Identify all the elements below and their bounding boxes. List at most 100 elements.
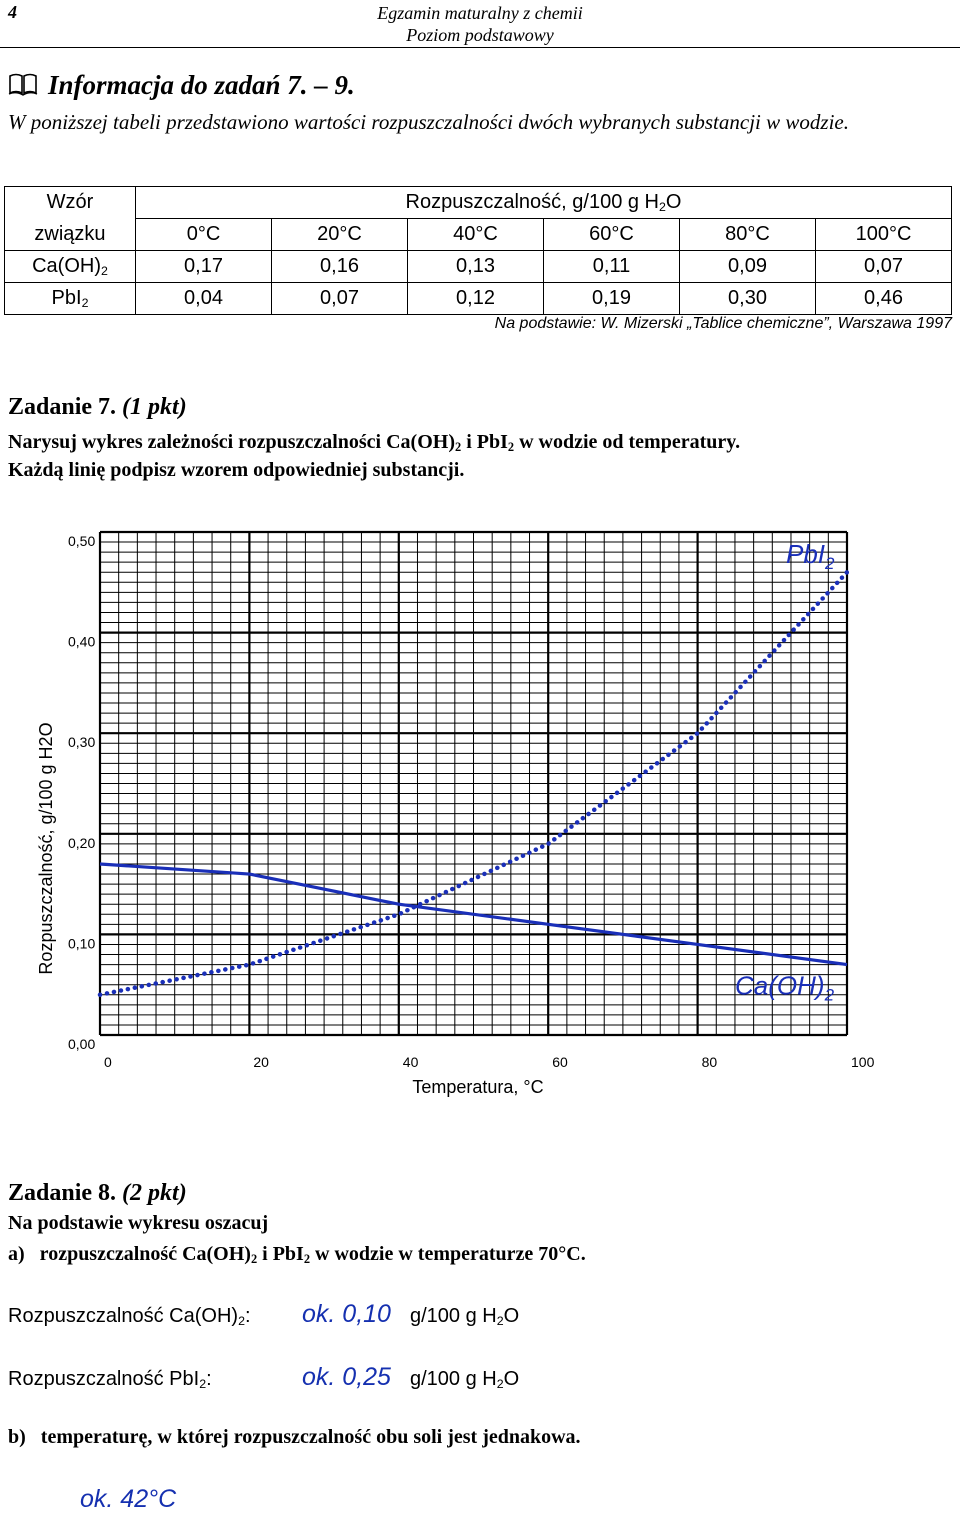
info-text: W poniższej tabeli przedstawiono wartośc… (8, 110, 849, 134)
table-cell: 0,04 (135, 282, 272, 315)
task8-intro: Na podstawie wykresu oszacuj (8, 1212, 269, 1234)
unit-text: O (503, 1368, 520, 1390)
y-axis-label: Rozpuszczalność, g/100 g H2O (36, 722, 56, 974)
task7-sub: 2 (454, 440, 462, 455)
table-row-formula: Ca(OH)2 (4, 250, 136, 283)
exam-title-line2: Poziom podstawowy (406, 25, 554, 45)
y-tick-label: 0,20 (68, 835, 95, 851)
table-cell: 0,16 (271, 250, 408, 283)
formula-sub: 2 (100, 264, 108, 279)
row1-label-end: : (244, 1305, 251, 1327)
row1-label-sub: 2 (238, 1314, 245, 1329)
page-number: 4 (8, 2, 17, 22)
table-row-formula: PbI2 (4, 282, 136, 315)
table-head-solubility: Rozpuszczalność, g/100 g H2O (135, 186, 952, 219)
table-cell: 0,09 (679, 250, 816, 283)
y-tick-label: 0,40 (68, 634, 95, 650)
task8-part-a: a) rozpuszczalność Ca(OH)2 i PbI2 w wodz… (8, 1243, 586, 1266)
table-cell: 0,07 (815, 250, 952, 283)
y-axis-ticks: 0,00 0,10 0,20 0,30 0,40 0,50 (68, 533, 95, 1052)
header-rule (0, 47, 960, 48)
exam-title: Egzamin maturalny z chemii Poziom podsta… (330, 2, 630, 46)
series-label: PbI2 (786, 539, 835, 573)
task7-line2: Każdą linię podpisz wzorem odpowiedniej … (8, 459, 465, 481)
row1-label-text: Rozpuszczalność Ca(OH) (8, 1305, 239, 1327)
y-tick-label: 0,50 (68, 533, 95, 549)
task8-a-text: rozpuszczalność Ca(OH) (39, 1243, 251, 1265)
table-head-formula-cont: związku (4, 218, 136, 251)
task8-points: (2 pkt) (122, 1180, 187, 1206)
series-label-sub: 2 (824, 554, 835, 573)
y-tick-label: 0,30 (68, 734, 95, 750)
answer-row1-unit: g/100 g H2O (410, 1305, 519, 1328)
table-cell: 0,12 (407, 282, 544, 315)
formula-sub: 2 (81, 296, 89, 311)
task8-sub: 2 (303, 1252, 311, 1267)
task8-b-marker: b) (8, 1426, 26, 1448)
answer-row2-value: ok. 0,25 (302, 1363, 391, 1391)
task8-a-marker: a) (8, 1243, 25, 1265)
series-line (99, 862, 848, 967)
answer-row1-value: ok. 0,10 (302, 1300, 391, 1328)
solubility-chart: 0,00 0,10 0,20 0,30 0,40 0,50 0 20 40 60 80 100 Ca… (36, 530, 875, 1097)
table-head-temp: 60°C (543, 218, 680, 251)
table-cell: 0,13 (407, 250, 544, 283)
task8-b-answer: ok. 42°C (80, 1485, 177, 1513)
x-axis-label: Temperatura, °C (412, 1077, 543, 1097)
unit-text: O (503, 1305, 520, 1327)
table-head-temp: 20°C (271, 218, 408, 251)
row2-label-sub: 2 (199, 1377, 207, 1392)
row2-label-end: : (206, 1368, 212, 1390)
info-heading: Informacja do zadań 7. – 9. (8, 70, 355, 103)
table-row: Ca(OH)2 0,17 0,16 0,13 0,11 0,09 0,07 (4, 250, 952, 283)
table-head-temp: 40°C (407, 218, 544, 251)
x-tick-label: 100 (851, 1054, 875, 1070)
series-line (97, 569, 850, 998)
series-label-main: Ca(OH) (735, 971, 825, 1001)
task8-a-text: w wodzie w temperaturze 70°C. (310, 1243, 586, 1265)
task7-text: Narysuj wykres zależności rozpuszczalnoś… (8, 428, 740, 484)
info-heading-text: Informacja do zadań 7. – 9. (48, 70, 355, 100)
task7-title: Zadanie 7. (1 pkt) (8, 394, 187, 421)
answer-row2-label: Rozpuszczalność PbI2: (8, 1368, 212, 1391)
x-tick-label: 0 (104, 1054, 112, 1070)
task7-points: (1 pkt) (122, 394, 187, 420)
series-label: Ca(OH)2 (735, 971, 835, 1005)
table-cell: 0,46 (815, 282, 952, 315)
task8-b-text: temperaturę, w której rozpuszczalność ob… (40, 1426, 581, 1448)
table-head-temp: 100°C (815, 218, 952, 251)
task7-line1-a: Narysuj wykres zależności rozpuszczalnoś… (8, 431, 455, 453)
task7-sub: 2 (507, 440, 515, 455)
table-head-solubility-text: Rozpuszczalność, g/100 g H (405, 191, 659, 213)
answer-row1-label: Rozpuszczalność Ca(OH)2: (8, 1305, 251, 1328)
task7-line1-b: i PbI (461, 431, 508, 453)
table-row: PbI2 0,04 0,07 0,12 0,19 0,30 0,46 (4, 282, 952, 315)
table-source: Na podstawie: W. Mizerski „Tablice chemi… (494, 315, 952, 332)
table-head-formula-line1: Wzór (46, 191, 94, 214)
series-label-main: PbI (786, 539, 825, 569)
table-head-formula-line2: związku (34, 222, 106, 245)
y-tick-label: 0,00 (68, 1036, 95, 1052)
grid-minor (100, 532, 847, 1035)
formula-text: Ca(OH) (32, 255, 101, 277)
x-axis-ticks: 0 20 40 60 80 100 (104, 1054, 875, 1070)
table-cell: 0,07 (271, 282, 408, 315)
task7-line1: Narysuj wykres zależności rozpuszczalnoś… (8, 428, 740, 456)
table-head-temp: 80°C (679, 218, 816, 251)
exam-title-line1: Egzamin maturalny z chemii (377, 3, 583, 23)
solubility-table: Wzór Rozpuszczalność, g/100 g H2O związk… (4, 186, 952, 315)
table-head-solubility-sub: 2 (659, 200, 666, 215)
task8-sub: 2 (250, 1252, 258, 1267)
unit-text: g/100 g H (410, 1368, 497, 1390)
task7-line1-c: w wodzie od temperatury. (514, 431, 741, 453)
table-head-formula: Wzór (4, 186, 136, 219)
table-cell: 0,30 (679, 282, 816, 315)
y-tick-label: 0,10 (68, 935, 95, 951)
table-cell: 0,19 (543, 282, 680, 315)
task7-title-text: Zadanie 7. (8, 394, 117, 420)
table-cell: 0,17 (135, 250, 272, 283)
task8-a-text: i PbI (257, 1243, 304, 1265)
table-head-temp: 0°C (135, 218, 272, 251)
unit-sub: 2 (496, 1377, 504, 1392)
row2-label-text: Rozpuszczalność PbI (8, 1368, 200, 1390)
